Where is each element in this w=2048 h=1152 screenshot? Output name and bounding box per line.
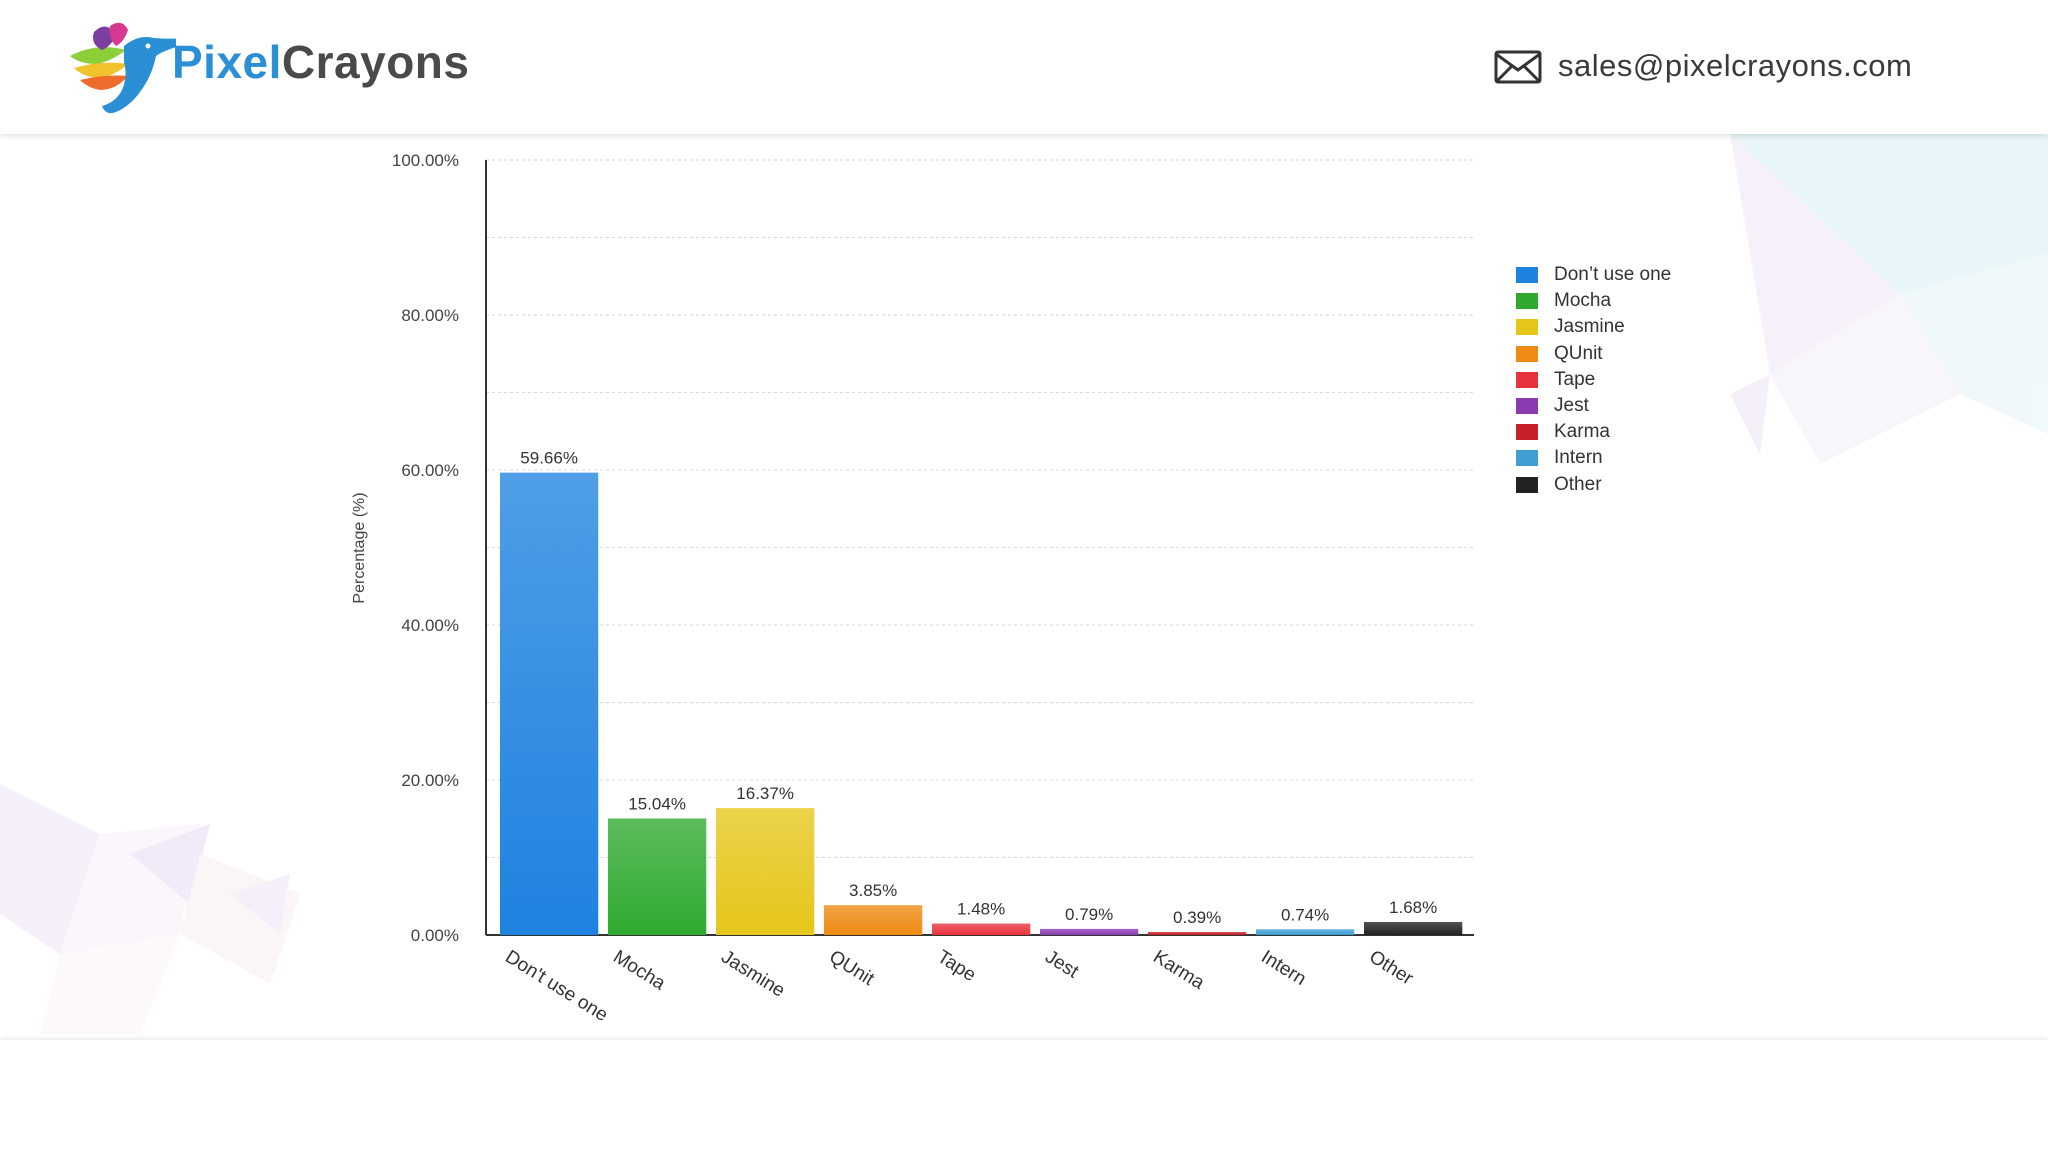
y-tick-label: 20.00% bbox=[401, 771, 459, 790]
x-tick-label: Jest bbox=[1041, 946, 1082, 983]
legend-swatch bbox=[1516, 476, 1538, 493]
y-tick-label: 60.00% bbox=[401, 461, 459, 480]
legend-item: Jest bbox=[1516, 393, 1671, 419]
legend-swatch bbox=[1516, 319, 1538, 336]
y-tick-label: 80.00% bbox=[401, 306, 459, 325]
legend-label: Jest bbox=[1554, 395, 1589, 417]
legend-label: Mocha bbox=[1554, 290, 1612, 312]
data-label: 1.48% bbox=[957, 900, 1005, 919]
gridlines bbox=[486, 159, 1474, 858]
legend-item: Jasmine bbox=[1516, 314, 1671, 340]
mail-icon bbox=[1494, 50, 1542, 84]
x-tick-label: Mocha bbox=[609, 946, 669, 994]
y-axis-label: Percentage (%) bbox=[351, 492, 368, 603]
bar-0 bbox=[500, 472, 599, 935]
brand-name-part1: Pixel bbox=[172, 36, 282, 88]
legend-label: Jasmine bbox=[1554, 316, 1625, 338]
y-axis-ticks: 0.00% 20.00% 40.00% 60.00% 80.00% 100.00% bbox=[392, 151, 459, 945]
hummingbird-logo-icon bbox=[70, 22, 176, 114]
data-label: 59.66% bbox=[520, 449, 578, 468]
bar-2 bbox=[716, 808, 815, 935]
data-label: 0.74% bbox=[1281, 905, 1329, 924]
x-tick-label: Jasmine bbox=[717, 946, 788, 1001]
y-tick-label: 0.00% bbox=[411, 926, 459, 945]
legend-item: Mocha bbox=[1516, 288, 1671, 314]
bar-8 bbox=[1364, 921, 1463, 935]
x-tick-label: Intern bbox=[1257, 946, 1309, 990]
background-decoration bbox=[0, 134, 2048, 1034]
bar-5 bbox=[1040, 928, 1139, 935]
legend-label: QUnit bbox=[1554, 342, 1603, 364]
contact-email-link[interactable]: sales@pixelcrayons.com bbox=[1558, 48, 1913, 83]
data-label: 0.39% bbox=[1173, 908, 1221, 927]
x-tick-label: QUnit bbox=[825, 946, 878, 990]
legend-swatch bbox=[1516, 267, 1538, 284]
x-tick-label: Tape bbox=[933, 946, 979, 986]
legend-item: Intern bbox=[1516, 445, 1671, 471]
x-tick-label: Other bbox=[1365, 946, 1417, 989]
legend-label: Don’t use one bbox=[1554, 264, 1672, 286]
legend-label: Other bbox=[1554, 473, 1602, 495]
legend-label: Tape bbox=[1554, 368, 1596, 390]
legend-item: Don’t use one bbox=[1516, 262, 1671, 288]
bar-6 bbox=[1148, 931, 1247, 935]
header: PixelCrayons sales@pixelcrayons.com bbox=[0, 0, 2048, 134]
x-tick-label: Don't use one bbox=[501, 946, 611, 1026]
data-label: 0.79% bbox=[1065, 905, 1113, 924]
legend-swatch bbox=[1516, 450, 1538, 467]
legend-item: Other bbox=[1516, 472, 1671, 498]
legend-item: Karma bbox=[1516, 419, 1671, 445]
y-tick-label: 100.00% bbox=[392, 151, 459, 170]
data-label: 15.04% bbox=[628, 794, 686, 813]
legend-swatch bbox=[1516, 424, 1538, 441]
brand-logo-text[interactable]: PixelCrayons bbox=[172, 32, 470, 92]
bar-4 bbox=[932, 923, 1031, 935]
legend-swatch bbox=[1516, 293, 1538, 310]
bars bbox=[500, 472, 1463, 935]
brand-name-part2: Crayons bbox=[281, 36, 470, 88]
legend-label: Karma bbox=[1554, 421, 1610, 443]
bar-1 bbox=[608, 818, 707, 935]
legend-swatch bbox=[1516, 371, 1538, 388]
legend-swatch bbox=[1516, 398, 1538, 415]
bar-7 bbox=[1256, 929, 1355, 935]
value-labels: 59.66% 15.04% 16.37% 3.85% 1.48% 0.79% 0.39% 0.… bbox=[520, 449, 1437, 927]
data-label: 16.37% bbox=[736, 784, 794, 803]
legend-item: QUnit bbox=[1516, 341, 1671, 367]
legend-item: Tape bbox=[1516, 367, 1671, 393]
legend-label: Intern bbox=[1554, 447, 1603, 469]
bar-3 bbox=[824, 905, 923, 935]
data-label: 3.85% bbox=[849, 881, 897, 900]
data-label: 1.68% bbox=[1389, 898, 1437, 917]
x-tick-label: Karma bbox=[1149, 946, 1208, 994]
y-tick-label: 40.00% bbox=[401, 616, 459, 635]
legend: Don’t use one Mocha Jasmine QUnit Tape Jest Ka… bbox=[1516, 262, 1671, 498]
legend-swatch bbox=[1516, 345, 1538, 362]
footer-band bbox=[0, 1040, 2048, 1152]
